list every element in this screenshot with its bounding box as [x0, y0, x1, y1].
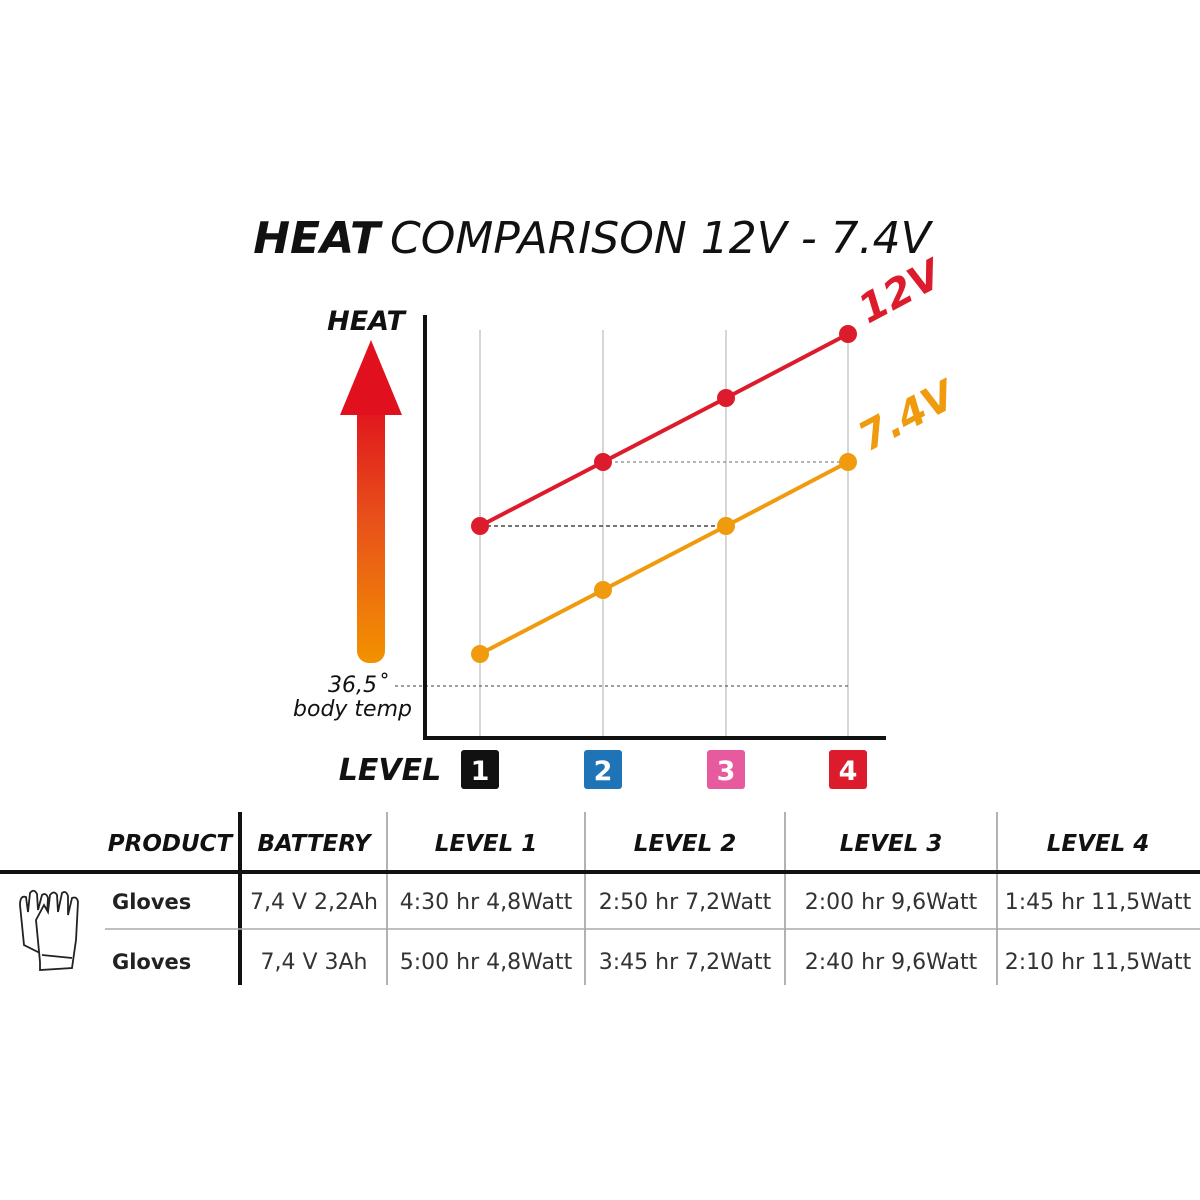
table-cell: Gloves — [112, 890, 191, 914]
y-axis-label: HEAT — [327, 306, 407, 337]
table-header: LEVEL 1 — [435, 831, 538, 857]
comparison-table — [0, 812, 1200, 985]
tick-label: 1 — [471, 756, 490, 787]
level-badge — [461, 750, 499, 789]
level-badge — [707, 750, 745, 789]
level-badge — [829, 750, 867, 789]
series-line-12V — [479, 332, 849, 528]
data-point-7.4V — [594, 581, 612, 599]
baseline-text-label: body temp — [293, 697, 412, 722]
tick-label: 3 — [717, 756, 736, 787]
table-cell: 2:40 hr 9,6Watt — [805, 950, 978, 975]
data-point-12V — [594, 453, 612, 471]
table-cell: 7,4 V 3Ah — [260, 950, 367, 975]
data-point-12V — [839, 325, 857, 343]
table-cell: 2:00 hr 9,6Watt — [805, 890, 978, 915]
table-header: BATTERY — [257, 831, 372, 857]
title-rest: COMPARISON 12V - 7.4V — [390, 213, 934, 264]
baseline-value-label: 36,5˚ — [328, 673, 388, 698]
series-line-7.4V — [479, 460, 849, 656]
tick-label: 2 — [594, 756, 613, 787]
gloves-icon — [19, 889, 79, 971]
data-point-7.4V — [717, 517, 735, 535]
table-cell: 7,4 V 2,2Ah — [250, 890, 378, 915]
table-cell: 1:45 hr 11,5Watt — [1005, 890, 1192, 915]
table-cell: 2:50 hr 7,2Watt — [599, 890, 772, 915]
table-cell: 3:45 hr 7,2Watt — [599, 950, 772, 975]
table-cell: Gloves — [112, 950, 191, 974]
x-axis-label: LEVEL — [339, 753, 441, 788]
title-bold: HEAT — [253, 213, 383, 264]
data-point-12V — [471, 517, 489, 535]
table-header: LEVEL 4 — [1047, 831, 1150, 857]
table-header: LEVEL 2 — [634, 831, 737, 857]
level-badge — [584, 750, 622, 789]
data-point-12V — [717, 389, 735, 407]
tick-label: 4 — [839, 756, 858, 787]
data-point-7.4V — [471, 645, 489, 663]
table-cell: 2:10 hr 11,5Watt — [1005, 950, 1192, 975]
table-header: LEVEL 3 — [840, 831, 943, 857]
table-cell: 5:00 hr 4,8Watt — [400, 950, 573, 975]
heat-arrow-icon — [340, 340, 402, 663]
data-point-7.4V — [839, 453, 857, 471]
series-label: 7.4V — [851, 371, 965, 461]
table-cell: 4:30 hr 4,8Watt — [400, 890, 573, 915]
table-header: PRODUCT — [108, 831, 235, 857]
chart-title: HEAT COMPARISON 12V - 7.4V — [253, 213, 933, 264]
